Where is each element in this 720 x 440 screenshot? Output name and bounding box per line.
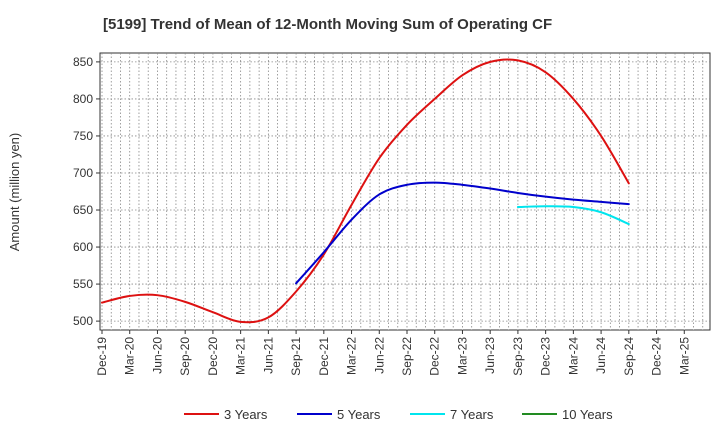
legend-label-3-years: 3 Years [224, 407, 268, 422]
y-axis-label: Amount (million yen) [7, 133, 22, 252]
chart-title: [5199] Trend of Mean of 12-Month Moving … [103, 16, 552, 33]
y-tick-label: 750 [73, 129, 93, 143]
x-tick-label: Jun-21 [261, 337, 275, 374]
x-tick-label: Jun-22 [372, 337, 386, 374]
x-axis-ticks: Dec-19 Mar-20 Jun-20 Sep-20 Dec-20 Mar-21 Jun-… [95, 330, 691, 376]
legend-label-10-years: 10 Years [562, 407, 613, 422]
x-tick-label: Dec-23 [539, 337, 553, 376]
x-tick-label: Dec-24 [650, 337, 664, 376]
x-tick-label: Dec-22 [428, 337, 442, 376]
x-tick-label: Sep-21 [289, 337, 303, 376]
x-tick-label: Dec-21 [317, 337, 331, 376]
x-tick-label: Mar-22 [345, 337, 359, 375]
y-tick-label: 500 [73, 314, 93, 328]
x-tick-label: Mar-20 [123, 337, 137, 375]
legend-label-5-years: 5 Years [337, 407, 381, 422]
y-tick-label: 650 [73, 203, 93, 217]
y-tick-label: 600 [73, 240, 93, 254]
series-line-7-years [516, 205, 630, 226]
x-tick-label: Mar-25 [677, 337, 691, 375]
x-tick-label: Sep-22 [400, 337, 414, 376]
x-tick-label: Jun-20 [150, 337, 164, 374]
x-tick-label: Mar-23 [455, 337, 469, 375]
series-line-5-years [295, 181, 630, 285]
plot-area-frame [99, 52, 711, 331]
y-tick-label: 700 [73, 166, 93, 180]
legend-label-7-years: 7 Years [450, 407, 494, 422]
x-tick-label: Dec-19 [95, 337, 109, 376]
y-axis-ticks: 500 550 600 650 700 750 800 850 [73, 55, 100, 328]
x-tick-label: Dec-20 [206, 337, 220, 376]
y-tick-label: 550 [73, 277, 93, 291]
x-tick-label: Sep-23 [511, 337, 525, 376]
series-lines [101, 58, 630, 324]
gridlines [100, 53, 710, 330]
x-tick-label: Jun-24 [594, 337, 608, 374]
x-tick-label: Mar-24 [566, 337, 580, 375]
x-tick-label: Sep-24 [622, 337, 636, 376]
x-tick-label: Sep-20 [178, 337, 192, 376]
x-tick-label: Mar-21 [234, 337, 248, 375]
legend: 3 Years 5 Years 7 Years 10 Years [184, 407, 613, 422]
x-tick-label: Jun-23 [483, 337, 497, 374]
y-tick-label: 850 [73, 55, 93, 69]
y-tick-label: 800 [73, 92, 93, 106]
series-line-3-years [101, 58, 630, 324]
